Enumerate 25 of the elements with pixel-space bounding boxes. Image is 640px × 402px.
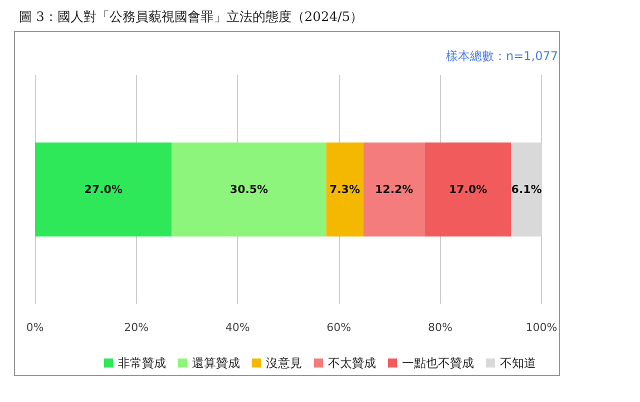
legend-label: 一點也不贊成 [402,356,474,370]
bar [172,142,326,236]
data-label: 12.2% [375,183,414,196]
legend-label: 還算贊成 [192,356,240,370]
x-tick-label: 100% [526,321,558,334]
legend-label: 不知道 [500,356,536,370]
data-label: 30.5% [230,183,268,196]
x-tick-label: 80% [428,321,452,334]
x-tick-label: 60% [326,321,352,334]
x-tick-label: 0% [26,321,44,334]
chart-title: 圖 3：國人對「公務員藐視國會罪」立法的態度（2024/5） [19,9,364,25]
bar [326,142,364,236]
data-label: 27.0% [84,183,122,196]
data-label: 7.3% [329,183,360,196]
bar [425,142,512,236]
legend-label: 不太贊成 [328,356,376,370]
x-tick-label: 20% [124,321,149,334]
legend-label: 沒意見 [266,356,302,370]
legend-label: 非常贊成 [118,356,166,370]
bar [35,142,172,236]
bar [363,142,425,236]
data-label: 6.1% [511,183,542,196]
text: 樣本總數：n=1,077 [446,49,558,63]
x-tick-label: 40% [225,321,250,334]
data-label: 17.0% [448,183,488,196]
